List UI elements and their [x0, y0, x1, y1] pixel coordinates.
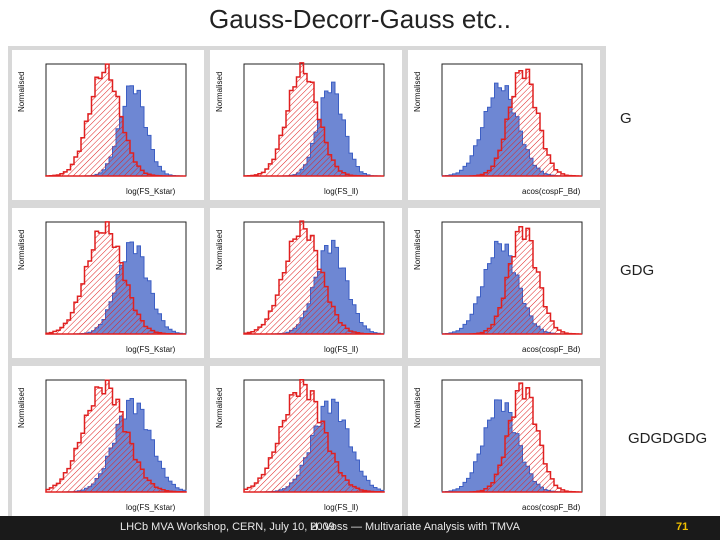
row-label-gdgdgdg: GDGDGDG: [628, 430, 708, 447]
row-label-gdg: GDG: [620, 262, 655, 279]
x-axis-label: acos(cospF_Bd): [522, 187, 581, 196]
histogram-panel: acos(cospF_Bd) Normalised: [408, 366, 600, 516]
y-axis-label: Normalised: [17, 230, 26, 270]
row-label-g: G: [620, 110, 632, 127]
y-axis-label: Normalised: [413, 230, 422, 270]
footer-author-prefix: H. Voss — Multivariate Analysis with: [310, 521, 491, 533]
background-histogram: [45, 379, 187, 493]
background-histogram: [243, 62, 384, 177]
background-histogram: [45, 221, 186, 335]
background-histogram: [45, 63, 186, 177]
background-histogram: [442, 382, 582, 493]
y-axis-label: Normalised: [215, 72, 224, 112]
y-axis-label: Normalised: [17, 388, 26, 428]
background-histogram: [442, 225, 582, 335]
y-axis-label: Normalised: [413, 388, 422, 428]
y-axis-label: Normalised: [215, 388, 224, 428]
footer-event: LHCb MVA Workshop, CERN, July 10, 2009: [120, 521, 335, 533]
histogram-panel: log(FS_Kstar) Normalised: [12, 50, 204, 200]
x-axis-label: log(FS_ll): [324, 503, 359, 512]
x-axis-label: log(FS_Kstar): [126, 345, 176, 354]
histogram-panel: acos(cospF_Bd) Normalised: [408, 208, 600, 358]
x-axis-label: log(FS_Kstar): [126, 187, 176, 196]
slide-footer: LHCb MVA Workshop, CERN, July 10, 2009 H…: [0, 516, 720, 540]
x-axis-label: log(FS_ll): [324, 345, 359, 354]
x-axis-label: acos(cospF_Bd): [522, 345, 581, 354]
slide-title: Gauss-Decorr-Gauss etc..: [209, 4, 511, 34]
histogram-panel: log(FS_ll) Normalised: [210, 208, 402, 358]
y-axis-label: Normalised: [215, 230, 224, 270]
footer-tmva-rest: MVA: [496, 521, 520, 533]
histogram-panel: log(FS_ll) Normalised: [210, 50, 402, 200]
footer-author: H. Voss — Multivariate Analysis with TMV…: [310, 521, 520, 533]
y-axis-label: Normalised: [413, 72, 422, 112]
background-histogram: [243, 220, 384, 335]
page-number: 71: [676, 521, 689, 533]
background-histogram: [442, 68, 582, 177]
histogram-panel: log(FS_ll) Normalised: [210, 366, 402, 516]
x-axis-label: acos(cospF_Bd): [522, 503, 581, 512]
background-histogram: [243, 378, 385, 493]
footer-tmva-t: T: [490, 521, 497, 533]
histogram-panel: log(FS_Kstar) Normalised: [12, 208, 204, 358]
x-axis-label: log(FS_Kstar): [126, 503, 176, 512]
histogram-panel: acos(cospF_Bd) Normalised: [408, 50, 600, 200]
y-axis-label: Normalised: [17, 72, 26, 112]
histogram-panel: log(FS_Kstar) Normalised: [12, 366, 204, 516]
x-axis-label: log(FS_ll): [324, 187, 359, 196]
